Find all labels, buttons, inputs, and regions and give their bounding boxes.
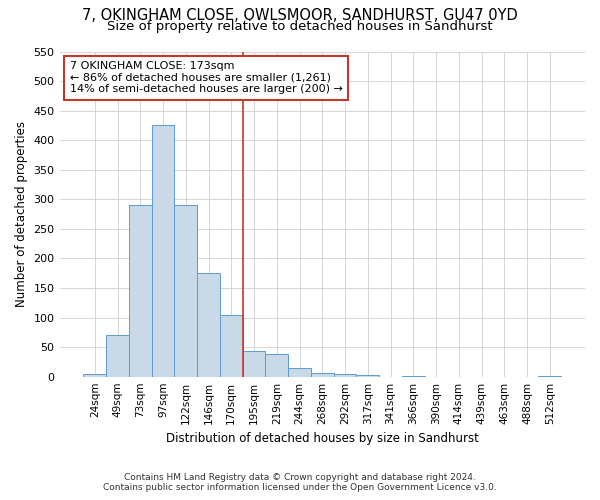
Y-axis label: Number of detached properties: Number of detached properties [15, 121, 28, 307]
Text: Contains HM Land Registry data © Crown copyright and database right 2024.
Contai: Contains HM Land Registry data © Crown c… [103, 473, 497, 492]
Bar [197, 273, 220, 376]
Bar [106, 336, 129, 376]
Bar [334, 374, 356, 376]
Bar [83, 374, 106, 376]
X-axis label: Distribution of detached houses by size in Sandhurst: Distribution of detached houses by size … [166, 432, 479, 445]
Bar [288, 368, 311, 376]
Bar [220, 314, 242, 376]
Bar [242, 352, 265, 376]
Bar [175, 205, 197, 376]
Text: 7 OKINGHAM CLOSE: 173sqm
← 86% of detached houses are smaller (1,261)
14% of sem: 7 OKINGHAM CLOSE: 173sqm ← 86% of detach… [70, 62, 343, 94]
Bar [152, 126, 175, 376]
Bar [311, 372, 334, 376]
Text: Size of property relative to detached houses in Sandhurst: Size of property relative to detached ho… [107, 20, 493, 33]
Text: 7, OKINGHAM CLOSE, OWLSMOOR, SANDHURST, GU47 0YD: 7, OKINGHAM CLOSE, OWLSMOOR, SANDHURST, … [82, 8, 518, 22]
Bar [129, 205, 152, 376]
Bar [265, 354, 288, 376]
